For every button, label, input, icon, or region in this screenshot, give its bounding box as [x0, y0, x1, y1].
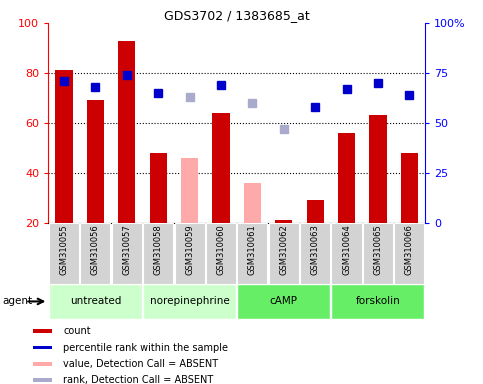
Text: GSM310058: GSM310058	[154, 225, 163, 275]
Text: norepinephrine: norepinephrine	[150, 296, 229, 306]
Bar	[237, 284, 330, 319]
Title: GDS3702 / 1383685_at: GDS3702 / 1383685_at	[164, 9, 310, 22]
Bar	[307, 200, 324, 223]
Text: GSM310063: GSM310063	[311, 225, 320, 275]
Bar	[33, 329, 53, 333]
Bar	[244, 183, 261, 223]
Bar	[394, 223, 425, 284]
Text: GSM310064: GSM310064	[342, 225, 351, 275]
Text: value, Detection Call = ABSENT: value, Detection Call = ABSENT	[63, 359, 218, 369]
Text: GSM310059: GSM310059	[185, 225, 194, 275]
Text: forskolin: forskolin	[355, 296, 400, 306]
Bar	[275, 220, 292, 223]
Bar	[213, 113, 229, 223]
Bar	[369, 115, 386, 223]
Bar	[206, 223, 236, 284]
Text: GSM310055: GSM310055	[59, 225, 69, 275]
Text: GSM310057: GSM310057	[122, 225, 131, 275]
Bar	[49, 223, 79, 284]
Text: GSM310062: GSM310062	[279, 225, 288, 275]
Text: GSM310066: GSM310066	[405, 225, 414, 275]
Text: GSM310061: GSM310061	[248, 225, 257, 275]
Text: GSM310056: GSM310056	[91, 225, 100, 275]
Text: cAMP: cAMP	[270, 296, 298, 306]
Bar	[363, 223, 393, 284]
Text: count: count	[63, 326, 91, 336]
Text: rank, Detection Call = ABSENT: rank, Detection Call = ABSENT	[63, 376, 213, 384]
Text: percentile rank within the sample: percentile rank within the sample	[63, 343, 228, 353]
Bar	[118, 40, 135, 223]
Bar	[56, 70, 72, 223]
Bar	[331, 284, 425, 319]
Bar	[80, 223, 111, 284]
Bar	[338, 133, 355, 223]
Bar	[33, 362, 53, 366]
Bar	[33, 346, 53, 349]
Bar	[33, 379, 53, 382]
Bar	[331, 223, 362, 284]
Bar	[269, 223, 299, 284]
Bar	[150, 153, 167, 223]
Text: GSM310065: GSM310065	[373, 225, 383, 275]
Bar	[87, 100, 104, 223]
Text: agent: agent	[2, 296, 32, 306]
Bar	[143, 284, 236, 319]
Bar	[181, 158, 198, 223]
Bar	[237, 223, 268, 284]
Bar	[174, 223, 205, 284]
Text: GSM310060: GSM310060	[216, 225, 226, 275]
Bar	[300, 223, 330, 284]
Bar	[49, 284, 142, 319]
Bar	[112, 223, 142, 284]
Text: untreated: untreated	[70, 296, 121, 306]
Bar	[401, 153, 418, 223]
Bar	[143, 223, 173, 284]
